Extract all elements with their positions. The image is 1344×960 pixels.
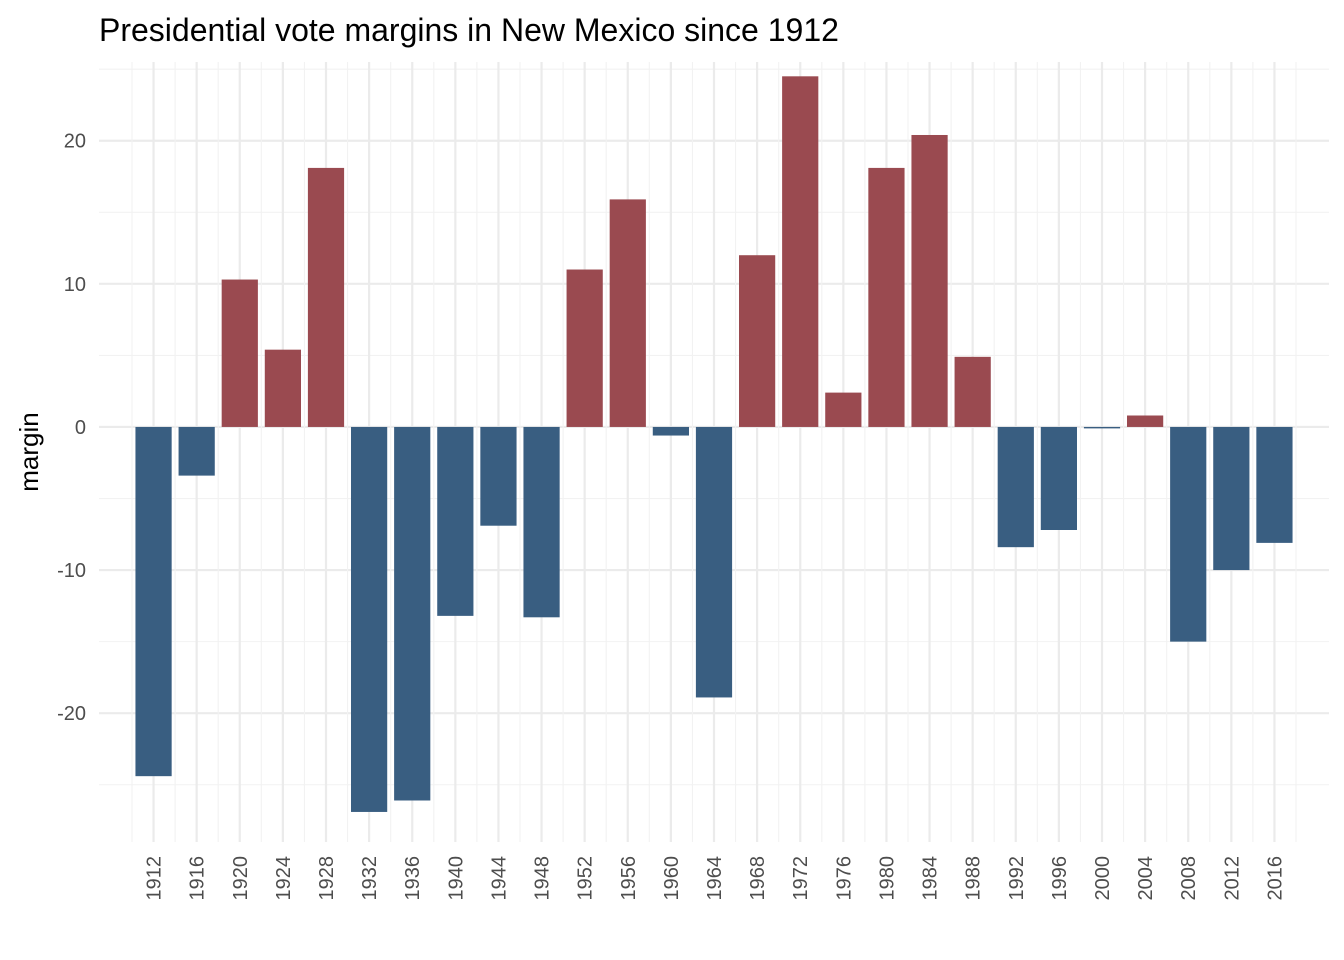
bar-1932 (351, 426, 388, 812)
chart-title: Presidential vote margins in New Mexico … (99, 12, 839, 48)
bar-1948 (523, 426, 560, 618)
y-tick-label: 10 (64, 274, 86, 296)
grid (99, 62, 1329, 842)
x-tick-label-1912: 1912 (144, 856, 166, 901)
bar-1912 (135, 426, 172, 777)
y-axis-label: margin (14, 412, 44, 491)
x-tick-label-2004: 2004 (1135, 856, 1157, 901)
x-tick-label-2012: 2012 (1221, 856, 1243, 901)
bar-1968 (739, 255, 776, 427)
bar-1984 (911, 134, 948, 427)
x-tick-label-1940: 1940 (445, 856, 467, 901)
bar-1988 (954, 356, 991, 427)
x-tick-label-1952: 1952 (575, 856, 597, 901)
x-tick-label-1972: 1972 (790, 856, 812, 901)
x-tick-label-1924: 1924 (273, 856, 295, 901)
bar-1972 (782, 76, 819, 427)
bar-2008 (1170, 426, 1207, 642)
bar-2012 (1213, 426, 1250, 571)
bars (135, 76, 1293, 812)
bar-1960 (652, 426, 689, 436)
x-tick-label-1944: 1944 (488, 856, 510, 901)
bar-1952 (566, 269, 603, 427)
x-tick-label-1988: 1988 (963, 856, 985, 901)
bar-1940 (437, 426, 474, 616)
x-tick-label-1928: 1928 (316, 856, 338, 901)
x-tick-label-1936: 1936 (402, 856, 424, 901)
x-tick-label-1996: 1996 (1049, 856, 1071, 901)
bar-1996 (1040, 426, 1077, 530)
x-tick-label-1960: 1960 (661, 856, 683, 901)
y-axis-ticks: -20 -10 0 10 20 (57, 131, 86, 725)
x-tick-label-1980: 1980 (876, 856, 898, 901)
y-tick-label: -10 (57, 560, 86, 582)
y-tick-label: 20 (64, 131, 86, 153)
x-tick-label-1964: 1964 (704, 856, 726, 901)
x-tick-label-2008: 2008 (1178, 856, 1200, 901)
bar-1916 (178, 426, 215, 476)
bar-1944 (480, 426, 517, 526)
bar-1924 (264, 349, 301, 427)
bar-1992 (997, 426, 1034, 548)
x-tick-label-1916: 1916 (187, 856, 209, 901)
bar-1980 (868, 167, 905, 427)
x-tick-label-1956: 1956 (618, 856, 640, 901)
x-tick-label-1920: 1920 (230, 856, 252, 901)
y-tick-label: 0 (75, 417, 86, 439)
bar-1920 (221, 279, 258, 427)
x-tick-label-1992: 1992 (1006, 856, 1028, 901)
x-tick-label-1948: 1948 (532, 856, 554, 901)
bar-1936 (394, 426, 431, 801)
bar-2000 (1083, 426, 1121, 429)
x-tick-label-1968: 1968 (747, 856, 769, 901)
x-tick-label-2000: 2000 (1092, 856, 1114, 901)
bar-1956 (609, 199, 646, 427)
x-tick-label-1976: 1976 (833, 856, 855, 901)
bar-1928 (307, 167, 345, 427)
y-tick-label: -20 (57, 703, 86, 725)
x-tick-label-1932: 1932 (359, 856, 381, 901)
x-tick-label-2016: 2016 (1264, 856, 1286, 901)
x-axis-ticks: 1912 1916 1920 1924 1928 1932 1936 1940 1944 1948… (144, 856, 1287, 901)
bar-1976 (825, 392, 862, 427)
bar-2016 (1256, 426, 1293, 543)
x-tick-label-1984: 1984 (920, 856, 942, 901)
bar-2004 (1127, 415, 1164, 427)
bar-1964 (695, 426, 733, 698)
